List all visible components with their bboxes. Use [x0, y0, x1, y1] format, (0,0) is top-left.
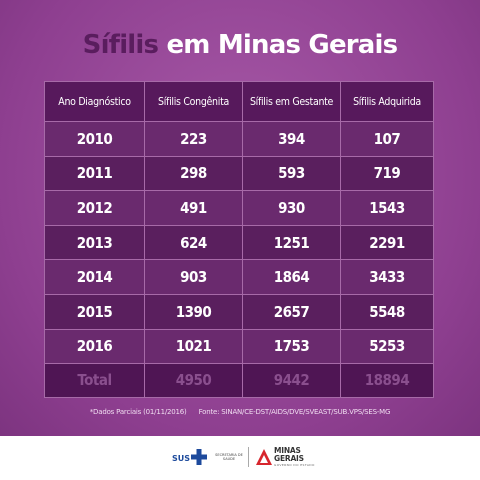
footnote: *Dados Parciais (01/11/2016) Fonte: SINAN… — [0, 408, 480, 416]
secretaria-saude-text: SECRETARIA DE SAÚDE — [215, 453, 243, 461]
cell-congenital: 223 — [144, 121, 242, 156]
cell-year: 2015 — [44, 293, 144, 329]
cell-gestational: 593 — [242, 155, 340, 191]
minas-gerais-triangle-icon — [256, 449, 272, 465]
cell-acquired: 1543 — [340, 190, 434, 225]
poster-background: Sífilis em Minas Gerais Ano Diagnóstico … — [0, 0, 480, 436]
sus-logo-text: SUS — [172, 454, 191, 463]
table-header-row: Ano Diagnóstico Sífilis Congênita Sífili… — [44, 81, 434, 121]
cell-congenital: 491 — [144, 190, 242, 225]
table-row: 2015 1390 2657 5548 — [44, 293, 434, 329]
total-label: Total — [44, 363, 144, 398]
footnote-source: Fonte: SINAN/CE-DST/AIDS/DVE/SVEAST/SUB.… — [198, 408, 391, 416]
header-acquired: Sífilis Adquirida — [340, 81, 434, 121]
cell-year: 2014 — [44, 259, 144, 294]
cell-gestational: 1864 — [242, 259, 340, 294]
cell-congenital: 903 — [144, 259, 242, 294]
cell-year: 2011 — [44, 155, 144, 191]
cell-year: 2012 — [44, 190, 144, 225]
cell-congenital: 624 — [144, 224, 242, 260]
footer-bar — [0, 436, 480, 480]
table-row: 2014 903 1864 3433 — [44, 259, 434, 294]
cell-acquired: 719 — [340, 155, 434, 191]
cell-acquired: 5548 — [340, 293, 434, 329]
cell-congenital: 1390 — [144, 293, 242, 329]
page-title: Sífilis em Minas Gerais — [0, 30, 480, 60]
governo-subtitle: GOVERNO DO ESTADO — [274, 463, 315, 467]
cell-congenital: 1021 — [144, 328, 242, 364]
cell-year: 2010 — [44, 121, 144, 156]
cell-congenital: 298 — [144, 155, 242, 191]
cell-gestational: 394 — [242, 121, 340, 156]
header-gestational: Sífilis em Gestante — [242, 81, 340, 121]
total-congenital: 4950 — [144, 363, 242, 398]
table-row: 2013 624 1251 2291 — [44, 224, 434, 260]
cell-year: 2016 — [44, 328, 144, 364]
table-total-row: Total 4950 9442 18894 — [44, 363, 434, 398]
header-year: Ano Diagnóstico — [44, 81, 144, 121]
table-row: 2010 223 394 107 — [44, 121, 434, 156]
cell-acquired: 3433 — [340, 259, 434, 294]
table-row: 2011 298 593 719 — [44, 155, 434, 191]
total-acquired: 18894 — [340, 363, 434, 398]
footnote-partial-data: *Dados Parciais (01/11/2016) — [89, 408, 187, 416]
title-accent: Sífilis — [82, 30, 159, 60]
syphilis-table: Ano Diagnóstico Sífilis Congênita Sífili… — [44, 81, 434, 398]
header-congenital: Sífilis Congênita — [144, 81, 242, 121]
table-row: 2016 1021 1753 5253 — [44, 328, 434, 364]
total-gestational: 9442 — [242, 363, 340, 398]
cell-acquired: 107 — [340, 121, 434, 156]
sus-cross-icon — [191, 449, 207, 465]
mg-line-gerais: GERAIS — [274, 454, 304, 463]
mg-line-minas: MINAS — [274, 446, 301, 455]
cell-gestational: 1251 — [242, 224, 340, 260]
cell-acquired: 5253 — [340, 328, 434, 364]
cell-acquired: 2291 — [340, 224, 434, 260]
cell-gestational: 1753 — [242, 328, 340, 364]
title-rest: em Minas Gerais — [158, 30, 398, 60]
footer-divider — [248, 447, 249, 467]
cell-year: 2013 — [44, 224, 144, 260]
minas-gerais-wordmark: MINAS GERAIS — [274, 447, 304, 463]
cell-gestational: 930 — [242, 190, 340, 225]
cell-gestational: 2657 — [242, 293, 340, 329]
table-row: 2012 491 930 1543 — [44, 190, 434, 225]
